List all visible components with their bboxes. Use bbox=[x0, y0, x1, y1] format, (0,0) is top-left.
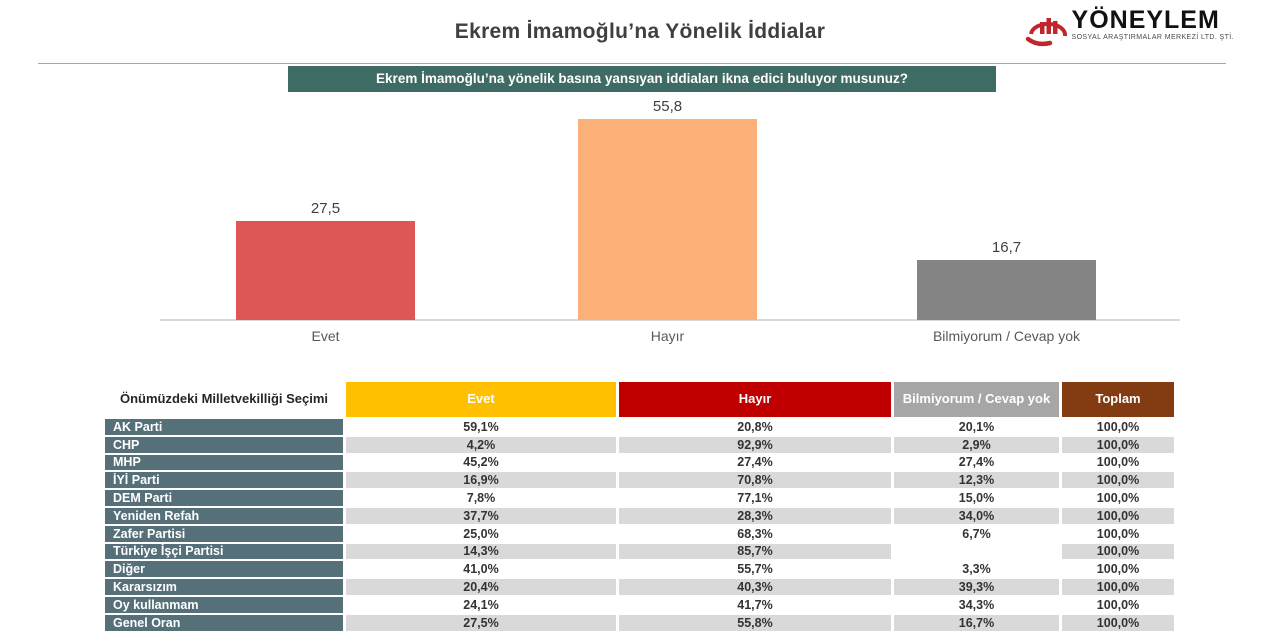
row-value: 12,3% bbox=[894, 472, 1059, 489]
table-header-label: Önümüzdeki Milletvekilliği Seçimi bbox=[105, 382, 343, 417]
bar-Evet bbox=[236, 221, 415, 320]
hand-bar-chart-icon bbox=[1024, 10, 1070, 55]
table-header-col: Hayır bbox=[619, 382, 891, 417]
row-value: 45,2% bbox=[463, 455, 499, 470]
row-label: Zafer Partisi bbox=[105, 525, 343, 542]
table-row: AK Parti 59,1% 20,8% 20,1% 100,0% bbox=[105, 419, 1174, 435]
question-banner: Ekrem İmamoğlu’na yönelik basına yansıya… bbox=[288, 66, 996, 92]
row-value: 100,0% bbox=[1062, 472, 1174, 489]
table-row: Yeniden Refah 37,7% 28,3% 34,0% 100,0% bbox=[105, 507, 1174, 524]
row-value: 100,0% bbox=[1096, 526, 1140, 541]
logo-subtitle: SOSYAL ARAŞTIRMALAR MERKEZİ LTD. ŞTİ. bbox=[1071, 34, 1234, 41]
row-value: 15,0% bbox=[958, 491, 995, 506]
row-label: Diğer bbox=[105, 561, 343, 578]
row-value: 55,7% bbox=[737, 562, 773, 577]
row-value: 20,1% bbox=[958, 419, 995, 434]
yoneylem-logo: YÖNEYLEM SOSYAL ARAŞTIRMALAR MERKEZİ LTD… bbox=[1024, 8, 1234, 55]
table-row: CHP 4,2% 92,9% 2,9% 100,0% bbox=[105, 436, 1174, 453]
row-value: 4,2% bbox=[346, 436, 616, 453]
bar-value-label: 55,8 bbox=[652, 98, 683, 116]
row-label: AK Parti bbox=[105, 419, 343, 435]
table-header-col: Bilmiyorum / Cevap yok bbox=[894, 382, 1059, 417]
row-label: Oy kullanmam bbox=[105, 596, 343, 613]
row-value: 3,3% bbox=[962, 562, 991, 577]
bar-Hayır bbox=[578, 119, 757, 320]
row-value: 100,0% bbox=[1062, 507, 1174, 524]
bar-value-label: 27,5 bbox=[310, 200, 341, 217]
row-value: 16,9% bbox=[346, 472, 616, 489]
table-row: Türkiye İşçi Partisi 14,3% 85,7% 100,0% bbox=[105, 543, 1174, 560]
row-value: 100,0% bbox=[1096, 419, 1140, 434]
horizontal-divider bbox=[38, 63, 1226, 64]
row-value: 70,8% bbox=[619, 472, 891, 489]
row-value: 14,3% bbox=[346, 543, 616, 560]
row-value: 34,0% bbox=[894, 507, 1059, 524]
row-value: 27,4% bbox=[958, 455, 995, 470]
row-value: 41,7% bbox=[737, 597, 773, 612]
table-header-col: Toplam bbox=[1062, 382, 1174, 417]
x-axis-line bbox=[160, 319, 1180, 321]
row-value bbox=[894, 544, 1059, 560]
row-label: MHP bbox=[105, 454, 343, 471]
row-value: 39,3% bbox=[894, 579, 1059, 595]
row-value: 100,0% bbox=[1096, 562, 1140, 577]
row-label: Yeniden Refah bbox=[105, 507, 343, 524]
row-label: Türkiye İşçi Partisi bbox=[105, 543, 343, 560]
table-row: Oy kullanmam 24,1% 41,7% 34,3% 100,0% bbox=[105, 596, 1174, 613]
page-title: Ekrem İmamoğlu’na Yönelik İddialar bbox=[454, 20, 826, 43]
crosstab-table: Önümüzdeki Milletvekilliği Seçimi Evet Ha… bbox=[105, 382, 1174, 633]
row-value: 40,3% bbox=[619, 579, 891, 595]
table-row: Diğer 41,0% 55,7% 3,3% 100,0% bbox=[105, 561, 1174, 578]
row-label: CHP bbox=[105, 436, 343, 453]
row-value: 100,0% bbox=[1096, 491, 1140, 506]
table-row: İYİ Parti 16,9% 70,8% 12,3% 100,0% bbox=[105, 472, 1174, 489]
row-value: 100,0% bbox=[1062, 579, 1174, 595]
bar-value-label: 16,7 bbox=[991, 238, 1022, 256]
table-header-col: Evet bbox=[346, 382, 616, 417]
row-value: 100,0% bbox=[1096, 455, 1140, 470]
row-value: 27,4% bbox=[737, 455, 773, 470]
row-value: 55,8% bbox=[619, 614, 891, 631]
bar-chart: 27,5 Evet 55,8 Hayır 16,7 Bilmiyorum / Cevap … bbox=[160, 98, 1180, 344]
row-value: 92,9% bbox=[619, 436, 891, 453]
row-value: 27,5% bbox=[346, 614, 616, 631]
row-label: Genel Oran bbox=[105, 614, 343, 631]
row-value: 16,7% bbox=[894, 614, 1059, 631]
row-label: İYİ Parti bbox=[105, 472, 343, 489]
table-header-row: Önümüzdeki Milletvekilliği Seçimi Evet Ha… bbox=[105, 382, 1174, 417]
row-value: 24,1% bbox=[463, 597, 499, 612]
row-value: 100,0% bbox=[1062, 543, 1174, 560]
row-value: 34,3% bbox=[958, 597, 995, 612]
row-value: 20,8% bbox=[737, 419, 773, 434]
row-value: 37,7% bbox=[346, 507, 616, 524]
row-label: DEM Parti bbox=[105, 490, 343, 506]
table-row: Zafer Partisi 25,0% 68,3% 6,7% 100,0% bbox=[105, 525, 1174, 542]
row-value: 6,7% bbox=[962, 526, 991, 541]
bar-category-label: Bilmiyorum / Cevap yok bbox=[932, 328, 1081, 344]
bar-Bilmiyorum / Cevap yok bbox=[917, 259, 1096, 320]
table-row: DEM Parti 7,8% 77,1% 15,0% 100,0% bbox=[105, 490, 1174, 506]
row-value: 25,0% bbox=[463, 526, 499, 541]
row-value: 77,1% bbox=[737, 491, 773, 506]
row-value: 20,4% bbox=[346, 579, 616, 595]
bar-category-label: Hayır bbox=[650, 328, 685, 344]
row-value: 7,8% bbox=[466, 491, 496, 506]
row-value: 68,3% bbox=[737, 526, 773, 541]
table-row: MHP 45,2% 27,4% 27,4% 100,0% bbox=[105, 454, 1174, 471]
table-row: Kararsızım 20,4% 40,3% 39,3% 100,0% bbox=[105, 579, 1174, 595]
bar-category-label: Evet bbox=[311, 328, 340, 344]
row-value: 100,0% bbox=[1062, 614, 1174, 631]
logo-wordmark: YÖNEYLEM bbox=[1071, 6, 1220, 34]
row-value: 41,0% bbox=[463, 562, 499, 577]
table-row: Genel Oran 27,5% 55,8% 16,7% 100,0% bbox=[105, 614, 1174, 631]
table-body: AK Parti 59,1% 20,8% 20,1% 100,0% CHP 4,2% 92,9… bbox=[105, 419, 1174, 631]
row-value: 85,7% bbox=[619, 543, 891, 560]
row-value: 2,9% bbox=[894, 436, 1059, 453]
row-label: Kararsızım bbox=[105, 579, 343, 595]
row-value: 28,3% bbox=[619, 507, 891, 524]
row-value: 59,1% bbox=[463, 419, 499, 434]
row-value: 100,0% bbox=[1062, 436, 1174, 453]
row-value: 100,0% bbox=[1096, 597, 1140, 612]
